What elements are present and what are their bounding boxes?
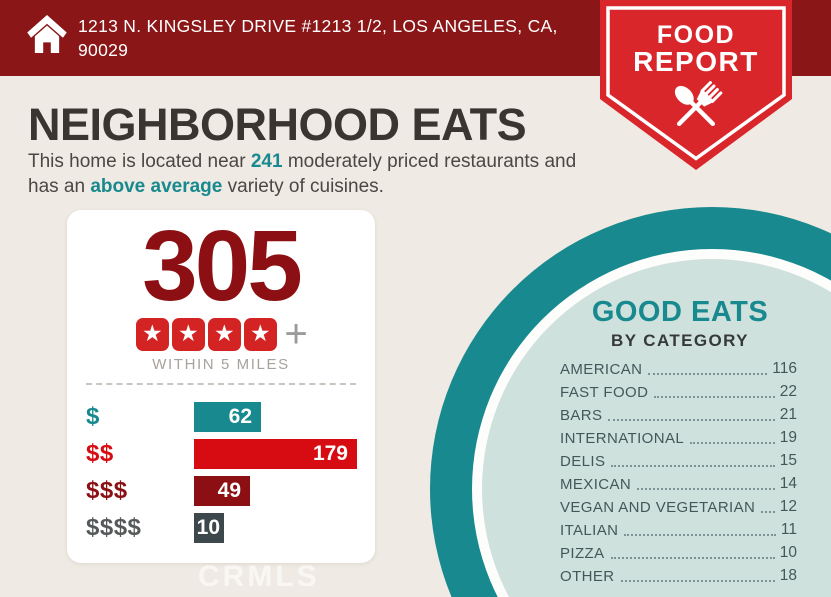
stats-card: 305 ★ ★ ★ ★ + WITHIN 5 MILES $62 $$ 179 $$$ 49 $… [67, 210, 375, 563]
category-value: 22 [779, 383, 797, 400]
category-row: DELIS 15 [560, 452, 797, 470]
intro-text-part2: moderately priced restaurants and has an [28, 151, 577, 197]
category-row: ITALIAN 11 [560, 521, 797, 539]
dotted-leader [648, 373, 768, 375]
star-icon: ★ [135, 318, 169, 351]
price-bar-row: $$$$ 10 [86, 513, 375, 543]
dotted-leader [654, 396, 775, 398]
category-label: PIZZA [560, 545, 605, 562]
star-icon: ★ [243, 318, 277, 351]
price-tier-label: $ [86, 403, 100, 430]
price-tier-label: $$$$ [86, 514, 142, 541]
address-line-2: 90029 [78, 40, 129, 60]
star-icon: ★ [171, 318, 205, 351]
category-value: 12 [779, 498, 797, 515]
dotted-leader [690, 442, 775, 444]
star-rating: ★ ★ ★ ★ + [67, 312, 375, 356]
home-icon [27, 15, 67, 53]
price-bar: 62 [194, 402, 261, 432]
intro-text: This home is located near 241 moderately… [28, 149, 608, 199]
total-restaurant-count: 305 [142, 210, 303, 322]
property-address: 1213 N. KINGSLEY DRIVE #1213 1/2, LOS AN… [78, 14, 558, 62]
category-label: BARS [560, 407, 603, 424]
category-row: PIZZA 10 [560, 544, 797, 562]
intro-text-part3: variety of cuisines. [222, 176, 384, 197]
category-value: 18 [779, 567, 797, 584]
food-report-badge: FOOD REPORT [600, 0, 792, 170]
category-row: INTERNATIONAL 19 [560, 429, 797, 447]
plus-icon: + [284, 312, 308, 356]
badge-title-report: REPORT [633, 46, 759, 77]
category-value: 11 [780, 521, 797, 538]
price-bar-chart: $62 $$ 179 $$$ 49 $$$$ 10 [67, 402, 375, 543]
intro-text-part1: This home is located near [28, 151, 251, 172]
price-bar: 10 [194, 513, 224, 543]
price-bar: 179 [194, 439, 357, 469]
category-label: VEGAN AND VEGETARIAN [560, 499, 756, 516]
category-row: AMERICAN 116 [560, 360, 797, 378]
badge-ribbon-shape [600, 0, 792, 170]
price-tier-label: $$ [86, 440, 114, 467]
dotted-leader [761, 511, 775, 513]
dotted-leader [620, 580, 775, 582]
category-value: 15 [779, 452, 797, 469]
category-value: 116 [772, 360, 797, 377]
address-line-1: 1213 N. KINGSLEY DRIVE #1213 1/2, LOS AN… [78, 16, 558, 36]
category-row: OTHER 18 [560, 567, 797, 585]
category-value: 10 [779, 544, 797, 561]
category-value: 21 [779, 406, 797, 423]
good-eats-header: GOOD EATS BY CATEGORY [558, 296, 802, 351]
category-label: ITALIAN [560, 522, 619, 539]
crossed-spoon-fork-icon [674, 81, 723, 127]
category-row: BARS 21 [560, 406, 797, 424]
star-icon: ★ [207, 318, 241, 351]
category-label: OTHER [560, 568, 615, 585]
dotted-leader [624, 534, 776, 536]
dotted-leader [637, 488, 775, 490]
category-row: VEGAN AND VEGETARIAN 12 [560, 498, 797, 516]
price-bar-row: $$$ 49 [86, 476, 375, 506]
radius-caption: WITHIN 5 MILES [152, 356, 290, 373]
variety-highlight: above average [90, 176, 223, 197]
price-bar: 49 [194, 476, 250, 506]
price-bar-value: 62 [228, 405, 252, 428]
watermark: CRMLS [198, 560, 320, 593]
category-label: FAST FOOD [560, 384, 649, 401]
star-tiles: ★ ★ ★ ★ [134, 318, 278, 351]
category-value: 14 [779, 475, 797, 492]
category-list: AMERICAN 116 FAST FOOD 22 BARS 21 INTERNATIONA… [560, 360, 797, 590]
badge-text: FOOD REPORT [600, 22, 792, 76]
price-tier-label: $$$ [86, 477, 128, 504]
category-row: FAST FOOD 22 [560, 383, 797, 401]
good-eats-title: GOOD EATS [591, 296, 769, 328]
badge-title-food: FOOD [656, 21, 736, 49]
price-bar-value: 179 [312, 442, 348, 465]
price-bar-value: 49 [217, 479, 241, 502]
dotted-leader [610, 557, 775, 559]
category-label: MEXICAN [560, 476, 632, 493]
dashed-divider [86, 383, 356, 385]
price-bar-row: $$ 179 [86, 439, 375, 469]
page-title: NEIGHBORHOOD EATS [28, 99, 527, 150]
category-value: 19 [779, 429, 797, 446]
category-row: MEXICAN 14 [560, 475, 797, 493]
dotted-leader [608, 419, 775, 421]
good-eats-subtitle: BY CATEGORY [611, 331, 749, 350]
price-bar-value: 10 [196, 516, 220, 539]
category-label: AMERICAN [560, 361, 643, 378]
price-bar-row: $62 [86, 402, 375, 432]
category-label: DELIS [560, 453, 606, 470]
dotted-leader [611, 465, 775, 467]
category-label: INTERNATIONAL [560, 430, 685, 447]
restaurant-count-highlight: 241 [250, 151, 283, 172]
